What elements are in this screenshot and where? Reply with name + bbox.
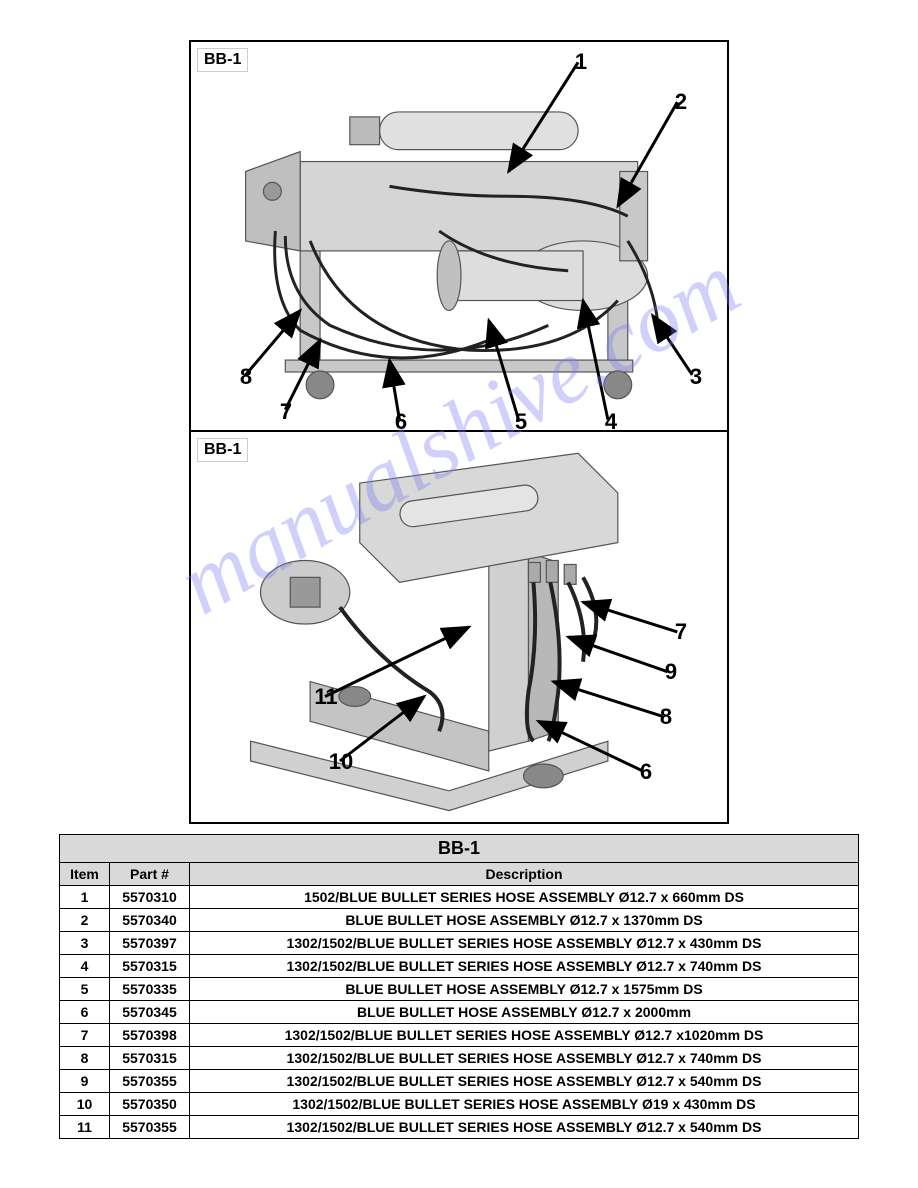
figure-panel-1: BB-1 [191,42,727,432]
cell-item: 11 [60,1116,110,1139]
table-row: 1155703551302/1502/BLUE BULLET SERIES HO… [60,1116,859,1139]
cell-desc: 1502/BLUE BULLET SERIES HOSE ASSEMBLY Ø1… [190,886,859,909]
col-header-item: Item [60,863,110,886]
table-row: 855703151302/1502/BLUE BULLET SERIES HOS… [60,1047,859,1070]
cell-desc: BLUE BULLET HOSE ASSEMBLY Ø12.7 x 1370mm… [190,909,859,932]
cell-desc: 1302/1502/BLUE BULLET SERIES HOSE ASSEMB… [190,1070,859,1093]
callout-number: 7 [675,619,687,645]
table-row: 455703151302/1502/BLUE BULLET SERIES HOS… [60,955,859,978]
callout-number: 2 [675,89,687,115]
cell-item: 8 [60,1047,110,1070]
figure-container: BB-1 [189,40,729,824]
cell-item: 2 [60,909,110,932]
table-row: 955703551302/1502/BLUE BULLET SERIES HOS… [60,1070,859,1093]
table-row: 25570340BLUE BULLET HOSE ASSEMBLY Ø12.7 … [60,909,859,932]
machine-diagram-1 [191,42,727,430]
panel-label-2: BB-1 [197,438,248,462]
cell-part: 5570315 [110,1047,190,1070]
callout-number: 9 [665,659,677,685]
callout-number: 4 [605,409,617,435]
cell-item: 1 [60,886,110,909]
cell-item: 9 [60,1070,110,1093]
cell-item: 5 [60,978,110,1001]
parts-table: BB-1 Item Part # Description 15570310150… [59,834,859,1139]
table-title: BB-1 [60,835,859,863]
table-row: 55570335BLUE BULLET HOSE ASSEMBLY Ø12.7 … [60,978,859,1001]
table-row: 65570345BLUE BULLET HOSE ASSEMBLY Ø12.7 … [60,1001,859,1024]
cell-desc: BLUE BULLET HOSE ASSEMBLY Ø12.7 x 1575mm… [190,978,859,1001]
callout-number: 1 [575,49,587,75]
cell-desc: 1302/1502/BLUE BULLET SERIES HOSE ASSEMB… [190,955,859,978]
cell-desc: 1302/1502/BLUE BULLET SERIES HOSE ASSEMB… [190,1093,859,1116]
cell-desc: 1302/1502/BLUE BULLET SERIES HOSE ASSEMB… [190,1047,859,1070]
table-row: 755703981302/1502/BLUE BULLET SERIES HOS… [60,1024,859,1047]
col-header-desc: Description [190,863,859,886]
cell-item: 10 [60,1093,110,1116]
cell-desc: 1302/1502/BLUE BULLET SERIES HOSE ASSEMB… [190,932,859,955]
cell-part: 5570310 [110,886,190,909]
cell-desc: BLUE BULLET HOSE ASSEMBLY Ø12.7 x 2000mm [190,1001,859,1024]
figure-panel-2: BB-1 [191,432,727,822]
parts-tbody: 155703101502/BLUE BULLET SERIES HOSE ASS… [60,886,859,1139]
callout-number: 8 [240,364,252,390]
cell-item: 3 [60,932,110,955]
callout-number: 10 [329,749,353,775]
table-row: 155703101502/BLUE BULLET SERIES HOSE ASS… [60,886,859,909]
callout-number: 6 [640,759,652,785]
panel-label-1: BB-1 [197,48,248,72]
callout-number: 3 [690,364,702,390]
callout-number: 5 [515,409,527,435]
table-title-row: BB-1 [60,835,859,863]
cell-part: 5570350 [110,1093,190,1116]
callout-number: 8 [660,704,672,730]
cell-part: 5570345 [110,1001,190,1024]
cell-part: 5570315 [110,955,190,978]
table-header-row: Item Part # Description [60,863,859,886]
cell-item: 6 [60,1001,110,1024]
cell-part: 5570398 [110,1024,190,1047]
callout-number: 11 [314,684,337,710]
cell-part: 5570340 [110,909,190,932]
cell-desc: 1302/1502/BLUE BULLET SERIES HOSE ASSEMB… [190,1024,859,1047]
cell-part: 5570397 [110,932,190,955]
cell-item: 7 [60,1024,110,1047]
callout-number: 7 [280,399,292,425]
cell-item: 4 [60,955,110,978]
table-row: 355703971302/1502/BLUE BULLET SERIES HOS… [60,932,859,955]
col-header-part: Part # [110,863,190,886]
cell-part: 5570355 [110,1070,190,1093]
cell-desc: 1302/1502/BLUE BULLET SERIES HOSE ASSEMB… [190,1116,859,1139]
callout-number: 6 [395,409,407,435]
cell-part: 5570335 [110,978,190,1001]
table-row: 1055703501302/1502/BLUE BULLET SERIES HO… [60,1093,859,1116]
cell-part: 5570355 [110,1116,190,1139]
